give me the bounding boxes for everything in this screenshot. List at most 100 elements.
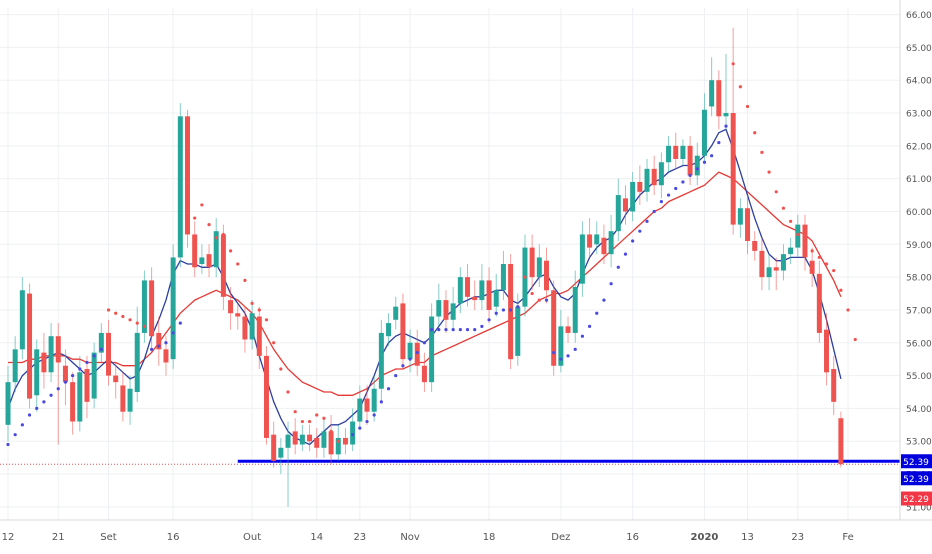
parabolic-sar-layer (6, 62, 857, 447)
sar-dot (645, 219, 649, 223)
sar-dot (422, 341, 427, 345)
candle-up (436, 283, 442, 327)
sar-dot (602, 298, 606, 302)
candle-body (335, 437, 341, 455)
candle-body (565, 326, 571, 333)
grid-lines (0, 8, 900, 520)
candle-up (615, 178, 621, 242)
candle-up (479, 264, 485, 310)
sar-dot (767, 170, 771, 174)
candle-down (687, 136, 693, 186)
candle-down (565, 316, 571, 343)
candle-body (34, 349, 40, 396)
sar-dot (322, 416, 326, 420)
candle-body (5, 382, 11, 425)
sar-dot (609, 282, 613, 286)
sar-dot (846, 308, 850, 312)
sar-dot (20, 423, 24, 427)
sar-dot (6, 442, 10, 447)
candle-down (263, 346, 269, 445)
prior-price-tag-bg (901, 471, 932, 486)
sar-dot (717, 140, 721, 145)
sar-dot (358, 426, 362, 430)
candle-down (544, 247, 549, 304)
sar-dot (49, 393, 53, 397)
candle-up (780, 244, 786, 281)
x-tick-label: 18 (483, 532, 496, 543)
candle-up (213, 218, 219, 278)
candle-up (737, 198, 743, 238)
sar-dot (566, 354, 570, 358)
candle-body (465, 277, 471, 297)
candle-down (400, 293, 406, 370)
sar-dot (365, 419, 369, 424)
candle-down (328, 414, 334, 465)
y-tick-label: 54.00 (906, 405, 932, 415)
sar-dot (573, 347, 577, 351)
candle-down (587, 218, 593, 258)
sar-dot (315, 413, 319, 417)
candle-body (19, 290, 25, 350)
sar-dot (465, 328, 470, 332)
sar-dot (516, 305, 520, 309)
candle-up (515, 293, 521, 366)
sar-dot (839, 288, 843, 292)
sar-dot (623, 252, 628, 256)
support-price-tag: 52.39 (901, 454, 932, 469)
sar-dot (214, 236, 218, 240)
candle-down (443, 290, 449, 333)
sar-dot (587, 324, 592, 328)
candle-up (177, 103, 183, 268)
sar-dot (13, 433, 17, 437)
x-tick-label: 13 (741, 532, 754, 543)
x-tick-label: 14 (310, 532, 323, 543)
sar-dot (379, 400, 383, 404)
candle-down (113, 362, 119, 399)
candle-body (752, 241, 758, 251)
x-tick-label: 16 (626, 532, 639, 543)
candle-up (658, 152, 664, 199)
price-tags: 52.39 52.39 52.29 (901, 454, 932, 506)
candle-body (637, 181, 643, 192)
candle-body (673, 145, 679, 159)
candle-down (220, 224, 226, 310)
sar-dot (509, 308, 513, 312)
candle-body (393, 306, 399, 320)
sar-dot (537, 298, 541, 302)
sar-dot (437, 328, 441, 332)
candle-up (666, 136, 672, 173)
candle-down (486, 267, 492, 324)
sar-dot (185, 180, 190, 184)
time-axis[interactable]: 12 21 Set 16 Out 14 23 Nov 18 Dez 16 2020 13 23 Fe (0, 519, 932, 543)
candle-down (120, 372, 126, 422)
sar-dot (523, 275, 527, 279)
candle-down (809, 247, 815, 287)
candle-body (314, 437, 320, 448)
price-axis[interactable]: 51.0052.0053.0054.0055.0056.0057.0058.00… (899, 0, 932, 520)
sar-dot (236, 262, 240, 266)
y-tick-label: 57.00 (906, 306, 932, 316)
candle-down (529, 234, 535, 291)
candle-down (228, 286, 234, 330)
y-tick-label: 58.00 (906, 274, 932, 284)
candle-body (615, 195, 621, 232)
candle-up (644, 158, 650, 202)
candle-body (687, 145, 693, 176)
candle-body (328, 431, 334, 455)
candle-body (666, 145, 672, 163)
candle-body (357, 398, 363, 422)
sar-dot (307, 419, 312, 424)
sar-dot (753, 131, 757, 135)
candle-body (558, 326, 564, 366)
sar-dot (745, 104, 750, 109)
candle-body (12, 349, 18, 383)
candle-body (235, 313, 241, 317)
candle-body (77, 372, 83, 422)
candle-body (350, 421, 356, 445)
candle-body (594, 234, 600, 245)
candle-body (27, 293, 33, 399)
sar-dot (616, 265, 620, 269)
candle-body (55, 336, 61, 363)
